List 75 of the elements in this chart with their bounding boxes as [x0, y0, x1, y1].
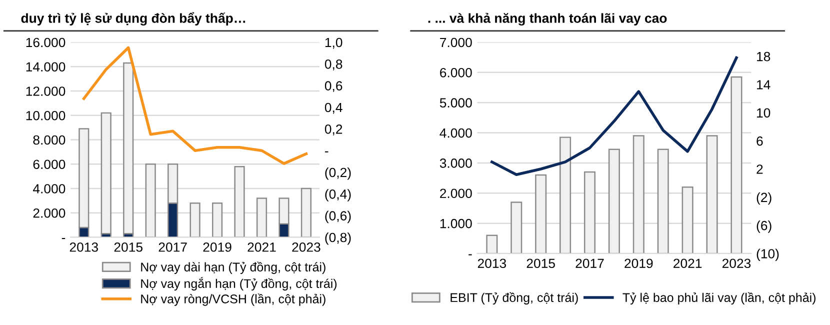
y-tick-label: - [62, 238, 66, 240]
bar [584, 171, 596, 254]
bar [123, 62, 134, 234]
y2-tick-label: (0,6) [325, 210, 351, 224]
bar [608, 148, 620, 254]
legend-label: Nợ vay dài hạn (Tỷ đồng, cột trái) [141, 262, 326, 274]
x-tick-label: 2015 [114, 242, 142, 252]
y2-tick-label: (0,8) [325, 232, 351, 245]
y-tick-label: 1.000 [440, 218, 472, 228]
x-tick-label: 2019 [624, 258, 653, 268]
x-tick-label: 2021 [248, 242, 276, 252]
bar [510, 202, 522, 254]
x-tick-label: 2017 [576, 258, 604, 268]
y2-tick-label: (0,2) [325, 167, 351, 180]
y-tick-label: 12.000 [26, 86, 66, 96]
x-tick-label: 2013 [70, 242, 98, 252]
bar [256, 198, 268, 238]
chart-title: duy trì tỷ lệ sử dụng đòn bẩy thấp… [21, 12, 246, 26]
y-tick-label: 2.000 [440, 188, 472, 198]
y2-tick-label: 14 [757, 80, 770, 90]
y2-tick-label: (6) [756, 220, 772, 233]
y-tick-label: 6.000 [440, 68, 472, 78]
legend-label: Nợ vay ngắn hạn (Tỷ đồng, cột trái) [141, 277, 337, 291]
y2-tick-label: (0,4) [325, 189, 351, 202]
chart-title: . ... và khả năng thanh toán lãi vay cao [428, 12, 667, 26]
y-tick-label: 16.000 [26, 38, 66, 48]
bar [145, 164, 156, 238]
y-tick-label: 4.000 [440, 128, 472, 138]
y2-tick-label: 0,8 [324, 59, 342, 70]
bar [657, 148, 669, 254]
y2-tick-label: 0,4 [324, 102, 342, 114]
x-tick-label: 2021 [674, 258, 702, 268]
bar [486, 234, 498, 254]
line-series [82, 46, 308, 165]
y-tick-label: 10.000 [26, 110, 66, 120]
x-tick-label: 2015 [526, 258, 555, 268]
legend-label: Tỷ lệ bao phủ lãi vay (lần, cột phải) [622, 292, 816, 304]
y2-tick-label: 1,0 [325, 38, 342, 49]
x-tick-label: 2019 [203, 242, 232, 252]
y2-tick-label: (10) [756, 248, 779, 262]
bar [535, 174, 547, 254]
y-tick-label: 5.000 [440, 98, 472, 108]
bar [560, 136, 572, 254]
bar [300, 188, 312, 238]
y-tick-label: 3.000 [440, 158, 472, 168]
y-tick-label: 2.000 [33, 208, 66, 218]
bar [212, 202, 223, 238]
bar [682, 186, 694, 254]
legend-label: Nợ vay ròng/VCSH (lần, cột phải) [141, 294, 326, 306]
bar [730, 76, 742, 254]
y-tick-label: 8.000 [33, 135, 66, 145]
x-tick-label: 2017 [158, 242, 187, 252]
y-tick-label: 14.000 [26, 62, 66, 72]
line-series [490, 56, 738, 176]
bar [190, 202, 200, 238]
y-tick-label: 4.000 [32, 184, 66, 194]
x-tick-label: 2023 [722, 258, 751, 268]
y2-tick-label: 0,6 [324, 81, 342, 92]
y2-tick-label: 6 [756, 136, 763, 146]
y2-tick-label: 18 [757, 52, 770, 62]
bar [706, 135, 718, 254]
bar [632, 135, 644, 254]
x-tick-label: 2013 [478, 258, 506, 268]
y-tick-label: 7.000 [440, 38, 472, 48]
bar [234, 166, 245, 238]
y2-tick-label: - [324, 151, 328, 152]
y2-tick-label: 0,2 [324, 124, 342, 136]
bar [100, 112, 112, 234]
y2-tick-label: (2) [756, 192, 772, 205]
x-tick-label: 2023 [292, 242, 320, 252]
legend-label: EBIT (Tỷ đồng, cột trái) [450, 292, 578, 304]
y-tick-label: 6.000 [33, 160, 66, 170]
y-tick-label: - [468, 254, 472, 256]
y2-tick-label: 10 [757, 108, 770, 118]
y2-tick-label: 2 [756, 164, 763, 174]
